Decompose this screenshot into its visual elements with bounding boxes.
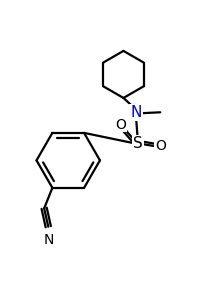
Text: S: S — [133, 137, 143, 151]
Text: O: O — [115, 118, 126, 132]
Text: O: O — [155, 139, 166, 153]
Text: N: N — [44, 233, 54, 247]
Text: N: N — [130, 105, 142, 120]
